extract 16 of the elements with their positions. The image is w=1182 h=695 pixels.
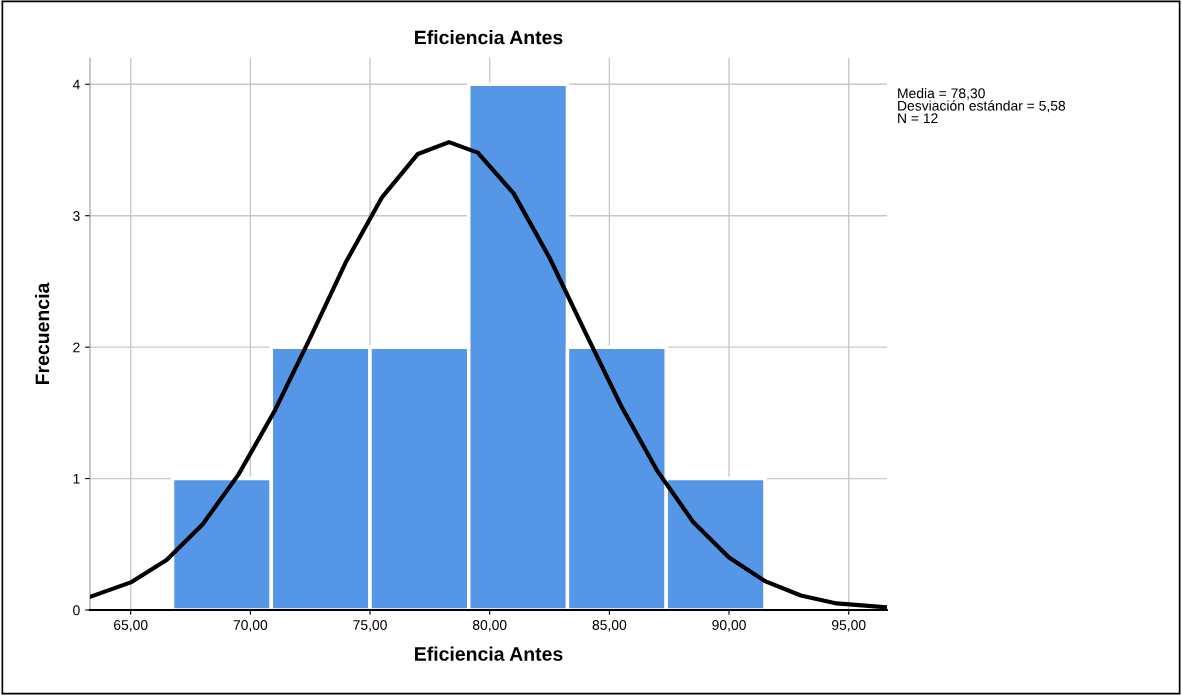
y-tick-label: 0 xyxy=(73,605,80,616)
x-axis-title: Eficiencia Antes xyxy=(415,646,563,661)
x-tick-label: 65,00 xyxy=(114,620,148,632)
text: Media = 78,30 Desviación estándar = 5,58 N = 12 xyxy=(898,88,1066,123)
y-tick-label: 3 xyxy=(73,211,80,221)
x-tick-label: 75,00 xyxy=(353,620,387,632)
y-tick-label: 2 xyxy=(73,342,80,353)
x-tick-label: 70,00 xyxy=(233,620,268,632)
x-tick-label: 95,00 xyxy=(831,620,866,632)
chart-title: Eficiencia Antes xyxy=(415,30,563,45)
x-tick-label: 85,00 xyxy=(592,620,627,632)
y-tick-label: 4 xyxy=(72,79,80,90)
y-axis-title: Frecuencia xyxy=(34,282,50,385)
x-tick-label: 90,00 xyxy=(712,620,746,632)
y-tick-label: 1 xyxy=(73,474,80,484)
x-tick-label: 80,00 xyxy=(472,620,507,632)
